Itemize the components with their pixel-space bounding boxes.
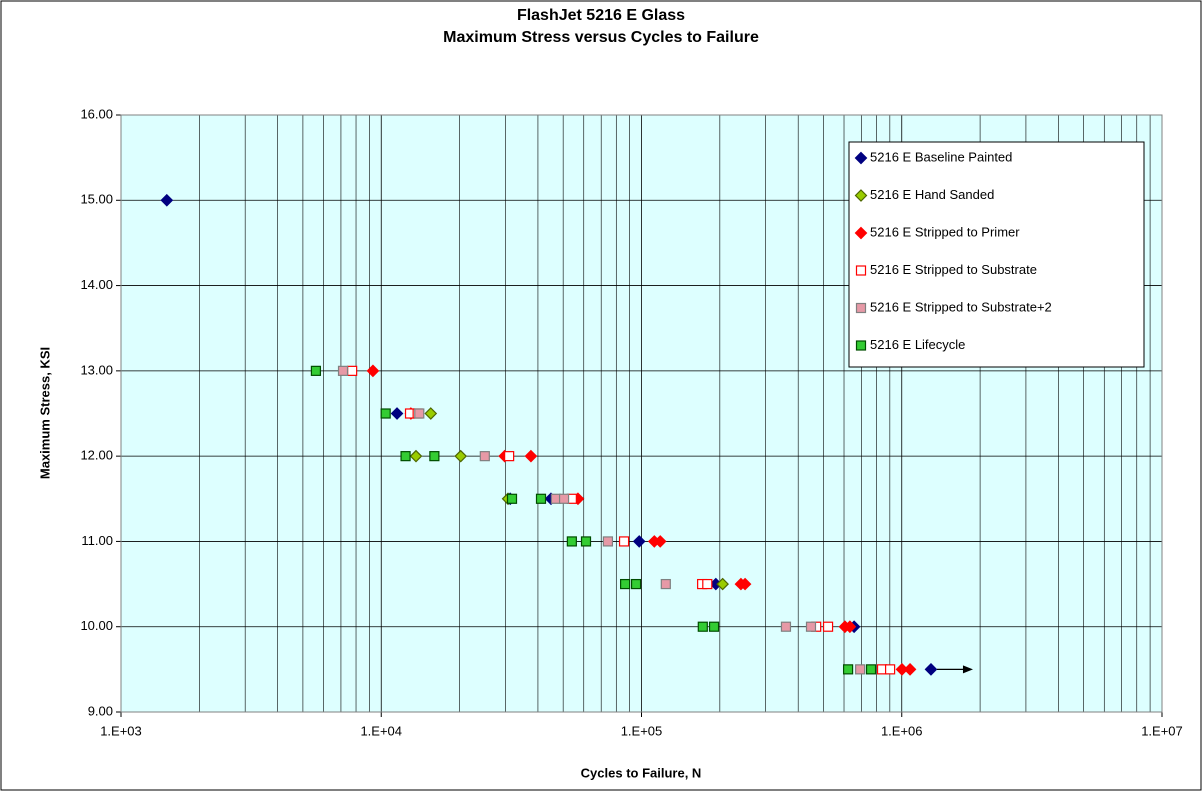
x-axis-label: Cycles to Failure, N xyxy=(581,765,702,780)
x-tick-label: 1.E+04 xyxy=(360,723,402,738)
point xyxy=(630,578,642,590)
legend-marker xyxy=(854,226,868,240)
point xyxy=(924,663,938,676)
point xyxy=(618,536,630,547)
point xyxy=(843,620,857,634)
point xyxy=(780,621,792,632)
point xyxy=(414,408,425,419)
point xyxy=(702,578,713,590)
x-tick-label: 1.E+07 xyxy=(1141,723,1183,738)
runout-arrowhead xyxy=(962,665,973,674)
legend-box xyxy=(848,141,1145,368)
point xyxy=(347,365,358,376)
point xyxy=(660,578,671,590)
point xyxy=(697,621,708,632)
point xyxy=(409,449,423,463)
point xyxy=(524,449,538,463)
legend-label: 5216 E Stripped to Primer xyxy=(870,224,1020,239)
point xyxy=(400,451,411,462)
y-axis-label: Maximum Stress, KSI xyxy=(37,347,52,479)
point xyxy=(454,449,468,463)
y-tick-label: 11.00 xyxy=(81,533,113,548)
point xyxy=(653,535,667,548)
point xyxy=(884,664,896,675)
y-tick-label: 16.00 xyxy=(80,106,113,121)
legend-label: 5216 E Hand Sanded xyxy=(870,187,994,202)
point xyxy=(602,536,614,547)
point xyxy=(479,451,490,462)
y-tick-label: 10.00 xyxy=(80,618,113,633)
point xyxy=(337,365,349,376)
point xyxy=(632,535,646,548)
chart-subtitle: Maximum Stress versus Cycles to Failure xyxy=(443,29,759,46)
point xyxy=(429,451,440,462)
point xyxy=(903,663,917,676)
point xyxy=(566,536,577,547)
point xyxy=(842,664,854,675)
point xyxy=(380,408,391,419)
point xyxy=(310,365,322,376)
point xyxy=(822,621,834,632)
point xyxy=(424,407,438,420)
plot-border xyxy=(120,114,1163,713)
point xyxy=(535,493,547,504)
y-tick-label: 14.00 xyxy=(80,277,113,292)
y-tick-label: 13.00 xyxy=(80,362,113,377)
legend-label: 5216 E Lifecycle xyxy=(870,337,965,352)
x-tick-label: 1.E+05 xyxy=(621,723,663,738)
point xyxy=(504,451,515,462)
point xyxy=(160,193,174,207)
point xyxy=(708,621,720,632)
point xyxy=(366,364,380,378)
legend-label: 5216 E Baseline Painted xyxy=(870,149,1012,164)
y-tick-label: 9.00 xyxy=(88,703,113,718)
point xyxy=(805,621,817,632)
point xyxy=(855,664,866,675)
legend-marker xyxy=(854,189,868,202)
point xyxy=(620,578,631,590)
legend-label: 5216 E Stripped to Substrate+2 xyxy=(870,299,1052,314)
point xyxy=(865,664,877,675)
point xyxy=(558,493,570,504)
point xyxy=(738,577,752,591)
y-tick-label: 12.00 xyxy=(80,448,113,463)
legend-marker xyxy=(855,302,867,314)
point xyxy=(716,577,729,591)
legend-marker xyxy=(854,151,868,165)
point xyxy=(580,536,592,547)
legend-marker xyxy=(855,265,867,276)
legend-label: 5216 E Stripped to Substrate xyxy=(870,262,1037,277)
point xyxy=(506,493,518,504)
point xyxy=(390,407,404,420)
x-tick-label: 1.E+06 xyxy=(881,723,923,738)
x-tick-label: 1.E+03 xyxy=(100,723,142,738)
chart-title: FlashJet 5216 E Glass xyxy=(517,7,685,24)
legend-marker xyxy=(855,340,867,351)
y-tick-label: 15.00 xyxy=(80,192,113,207)
